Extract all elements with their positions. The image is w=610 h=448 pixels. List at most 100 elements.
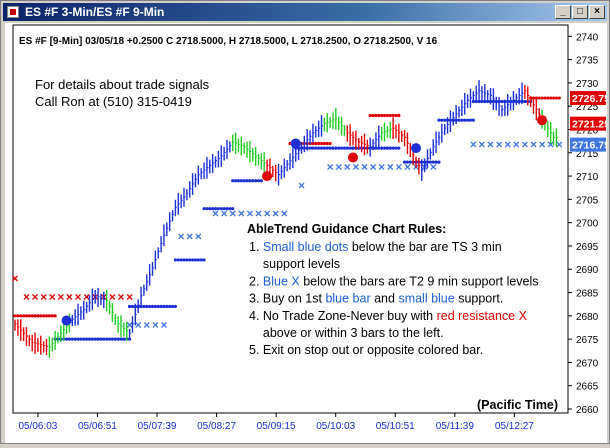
support-dot: [408, 160, 412, 164]
y-tick-label: 2730: [576, 79, 599, 90]
support-dot: [67, 337, 72, 341]
x-tick-label: 05/06:03: [18, 421, 57, 432]
support-dot: [90, 337, 94, 341]
support-dot: [225, 207, 229, 211]
rule-text: 3. Buy on 1st: [249, 292, 325, 306]
rule-line: 1. Small blue dots below the bar are TS …: [249, 240, 502, 254]
resistance-dot: [33, 314, 37, 318]
resistance-dot: [388, 113, 392, 118]
x-resistance-mark: ×: [83, 290, 90, 304]
price-tag-label: 2726.75: [572, 93, 607, 105]
support-dot: [222, 207, 226, 211]
rule-text: blue bar: [325, 292, 370, 306]
x-support-mark: ×: [160, 318, 167, 332]
y-tick-label: 2690: [576, 265, 599, 276]
x-support-mark: ×: [430, 160, 437, 174]
x-support-mark: ×: [272, 206, 279, 220]
support-dot: [165, 304, 169, 309]
signal-dot: [61, 315, 72, 326]
signal-dot: [290, 138, 301, 149]
signal-dots: [61, 115, 548, 326]
minimize-button[interactable]: _: [555, 5, 571, 19]
x-resistance-mark: ×: [117, 290, 124, 304]
resistance-dot: [21, 314, 26, 318]
x-support-mark: ×: [178, 230, 185, 244]
support-dot: [233, 179, 238, 183]
x-support-mark: ×: [186, 230, 193, 244]
x-tick-label: 05/11:39: [436, 421, 475, 432]
support-dot: [339, 146, 344, 150]
support-dot: [228, 207, 232, 211]
support-dot: [437, 118, 441, 122]
support-dot: [500, 99, 504, 104]
chart-area[interactable]: 2660 2665 2670 2675 2680 2685 2690 2695 2700 2705…: [5, 23, 610, 443]
y-tick-label: 2695: [576, 242, 599, 253]
support-dot: [331, 146, 335, 150]
rule-line: 2. Blue X below the bars are T2 9 min su…: [249, 274, 539, 288]
support-dot: [239, 179, 243, 183]
support-dot: [99, 337, 103, 341]
support-dot: [437, 160, 441, 164]
resistance-dot: [534, 96, 538, 100]
title-bar[interactable]: ES #F 3-Min/ES #F 9-Min _ □ ×: [3, 3, 607, 21]
rule-text: Blue X: [263, 274, 300, 288]
support-dot: [377, 146, 381, 150]
resistance-dot: [44, 314, 49, 318]
y-tick-label: 2680: [576, 312, 599, 323]
price-bars: [14, 80, 558, 358]
window-title: ES #F 3-Min/ES #F 9-Min: [25, 5, 165, 19]
signal-dot: [411, 143, 422, 154]
resistance-dot: [328, 141, 332, 146]
support-dot: [322, 146, 326, 150]
price-tag-label: 2721.25: [572, 119, 607, 131]
support-dot: [388, 146, 392, 150]
maximize-button[interactable]: □: [572, 5, 588, 19]
support-dot: [259, 179, 263, 183]
support-dot: [348, 146, 352, 150]
close-button[interactable]: ×: [589, 5, 605, 19]
support-dot: [380, 146, 384, 150]
x-support-mark: ×: [238, 206, 245, 220]
rules-list: 1. Small blue dots below the bar are TS …: [249, 240, 539, 357]
price-tag: [570, 91, 606, 106]
resistance-dot: [397, 113, 401, 118]
support-dot: [319, 146, 324, 150]
resistance-dot: [39, 314, 43, 318]
rule-text: 5. Exit on stop out or opposite colored …: [249, 343, 483, 357]
x-support-mark: ×: [195, 230, 202, 244]
rule-line: 4. No Trade Zone-Never buy with red resi…: [249, 309, 528, 323]
resistance-dot: [391, 113, 395, 118]
resistance-dot: [47, 314, 51, 318]
support-dot: [402, 160, 407, 164]
x-support-mark: ×: [229, 206, 236, 220]
app-icon[interactable]: [7, 6, 19, 18]
support-dot: [351, 146, 355, 150]
resistance-dot: [325, 141, 329, 146]
price-chart[interactable]: 2660 2665 2670 2675 2680 2685 2690 2695 2700 2705…: [5, 23, 610, 443]
support-dot: [105, 337, 109, 341]
support-dot: [434, 160, 438, 164]
support-dot: [113, 337, 117, 341]
support-dot: [148, 304, 152, 309]
x-support-mark: ×: [152, 318, 159, 332]
support-dot: [466, 118, 470, 122]
support-dot: [431, 160, 435, 164]
x-support-mark: ×: [387, 160, 394, 174]
resistance-dot: [53, 314, 57, 318]
support-dot: [391, 146, 395, 150]
support-dot: [196, 258, 200, 262]
support-dot: [342, 146, 347, 150]
support-dot: [93, 337, 97, 341]
resistance-dot: [19, 314, 23, 318]
support-dot: [142, 304, 146, 309]
y-tick-label: 2710: [576, 172, 599, 183]
rule-text: support levels: [249, 257, 340, 271]
support-dot: [317, 146, 321, 150]
x-support-mark: ×: [478, 138, 485, 152]
y-tick-label: 2670: [576, 358, 599, 369]
support-dot: [242, 179, 246, 183]
signal-dot: [537, 115, 548, 126]
x-support-mark: ×: [370, 160, 377, 174]
x-resistance-mark: ×: [40, 290, 47, 304]
